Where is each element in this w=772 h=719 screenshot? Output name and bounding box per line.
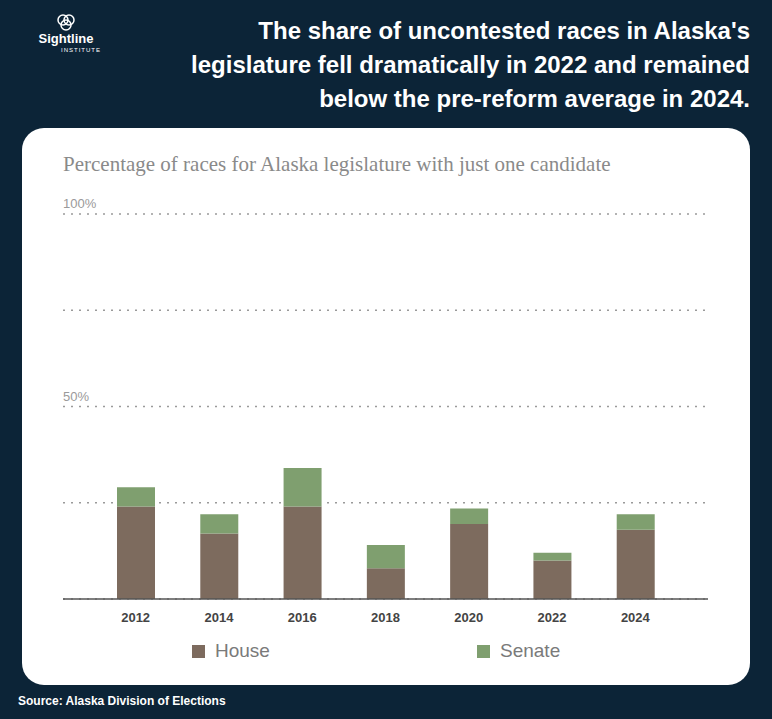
html-text:Percentage of races for Alaska: Percentage of races for Alaska legislatu…: [63, 152, 611, 176]
svg-text:2018: 2018: [371, 610, 400, 625]
html-text:The share of uncontested races: The share of uncontested races in Alaska…: [191, 17, 750, 112]
svg-text:2014: 2014: [204, 610, 234, 625]
svg-text:2022: 2022: [538, 610, 567, 625]
html-text:House: House: [215, 640, 270, 661]
svg-text:2012: 2012: [121, 610, 150, 625]
svg-text:100%: 100%: [63, 198, 97, 211]
svg-text:50%: 50%: [63, 389, 89, 404]
html-text:INSTITUTE: INSTITUTE: [61, 47, 101, 53]
svg-text:2016: 2016: [288, 610, 317, 625]
svg-text:2020: 2020: [454, 610, 483, 625]
html-text:Source: Alaska Division of Ele: Source: Alaska Division of Elections: [18, 694, 226, 708]
html-text:Senate: Senate: [500, 640, 561, 661]
html-text:Sightline: Sightline: [38, 31, 94, 46]
svg-text:2024: 2024: [621, 610, 651, 625]
